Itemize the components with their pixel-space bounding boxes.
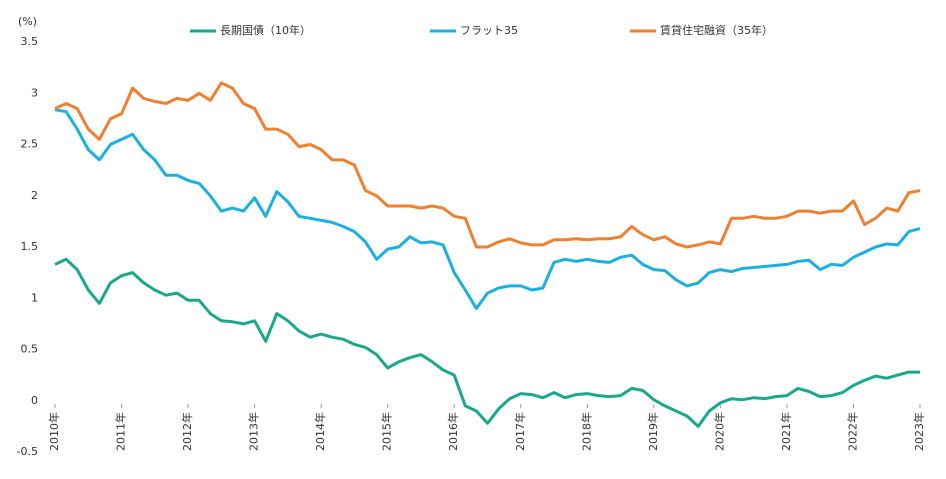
x-tick-label: 2016年 (446, 412, 460, 451)
series-line (54, 81, 921, 249)
x-tick-label: 2019年 (646, 412, 660, 451)
legend-label: 賃貸住宅融資（35年） (660, 23, 773, 37)
legend-label: 長期国債（10年） (220, 23, 311, 37)
y-tick-label: 0.5 (21, 343, 39, 356)
x-tick-label: 2020年 (712, 412, 726, 451)
x-tick-label: 2022年 (845, 412, 859, 451)
y-tick-label: 2 (31, 189, 38, 202)
y-tick-label: 0 (31, 394, 38, 407)
x-tick-label: 2012年 (180, 412, 194, 451)
x-tick-label: 2010年 (47, 412, 61, 451)
y-tick-label: 1.5 (21, 240, 39, 253)
x-tick-label: 2015年 (380, 412, 394, 451)
x-tick-label: 2013年 (247, 412, 261, 451)
y-tick-label: -0.5 (17, 445, 38, 458)
y-unit-label: (%) (18, 15, 37, 28)
y-tick-label: 3.5 (21, 35, 39, 48)
x-tick-label: 2011年 (114, 412, 128, 451)
y-tick-label: 3 (31, 86, 38, 99)
y-tick-label: 1 (31, 291, 38, 304)
series-line (54, 257, 920, 428)
x-tick-label: 2023年 (912, 412, 926, 451)
x-tick-label: 2014年 (313, 412, 327, 451)
x-tick-label: 2017年 (513, 412, 527, 451)
series-line (54, 108, 921, 310)
x-tick-label: 2018年 (579, 412, 593, 451)
y-tick-label: 2.5 (21, 138, 39, 151)
x-tick-label: 2021年 (779, 412, 793, 451)
legend-label: フラット35 (460, 24, 518, 37)
